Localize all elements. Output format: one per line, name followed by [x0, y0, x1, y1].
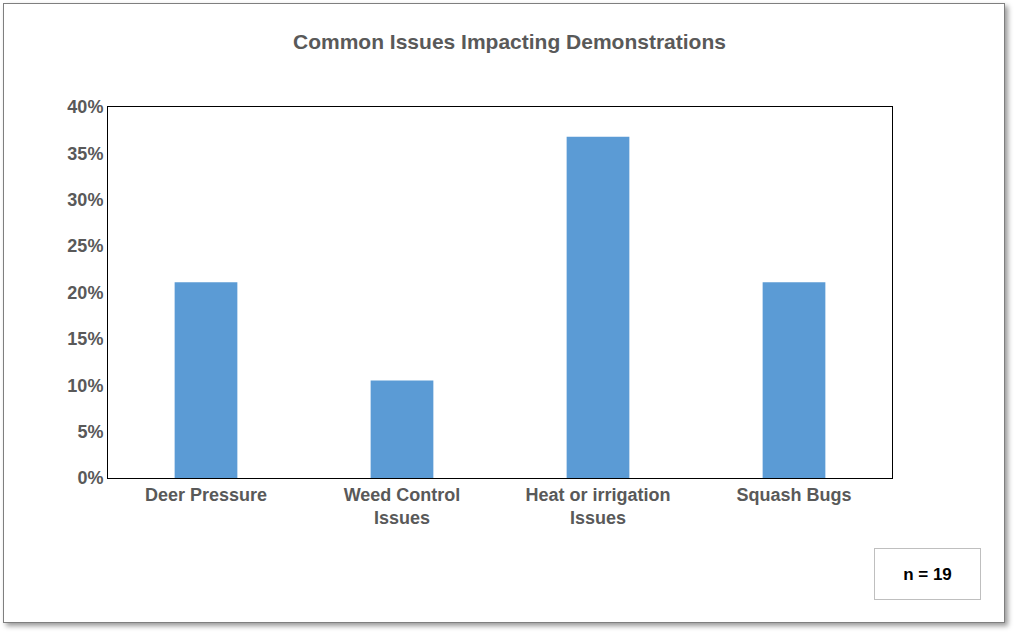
svg-text:Common Issues Impacting Demons: Common Issues Impacting Demonstrations [293, 30, 726, 53]
svg-text:25%: 25% [67, 236, 103, 256]
svg-text:10%: 10% [67, 376, 103, 396]
svg-text:35%: 35% [67, 144, 103, 164]
svg-text:40%: 40% [67, 97, 103, 117]
svg-text:20%: 20% [67, 283, 103, 303]
svg-text:Squash Bugs: Squash Bugs [736, 485, 851, 505]
svg-text:0%: 0% [77, 468, 103, 488]
svg-text:Weed ControlIssues: Weed ControlIssues [344, 485, 461, 528]
svg-text:15%: 15% [67, 329, 103, 349]
svg-text:30%: 30% [67, 190, 103, 210]
svg-text:Heat or irrigationIssues: Heat or irrigationIssues [525, 485, 670, 528]
svg-text:n = 19: n = 19 [903, 565, 952, 584]
svg-text:Deer Pressure: Deer Pressure [145, 485, 267, 505]
svg-text:5%: 5% [77, 422, 103, 442]
